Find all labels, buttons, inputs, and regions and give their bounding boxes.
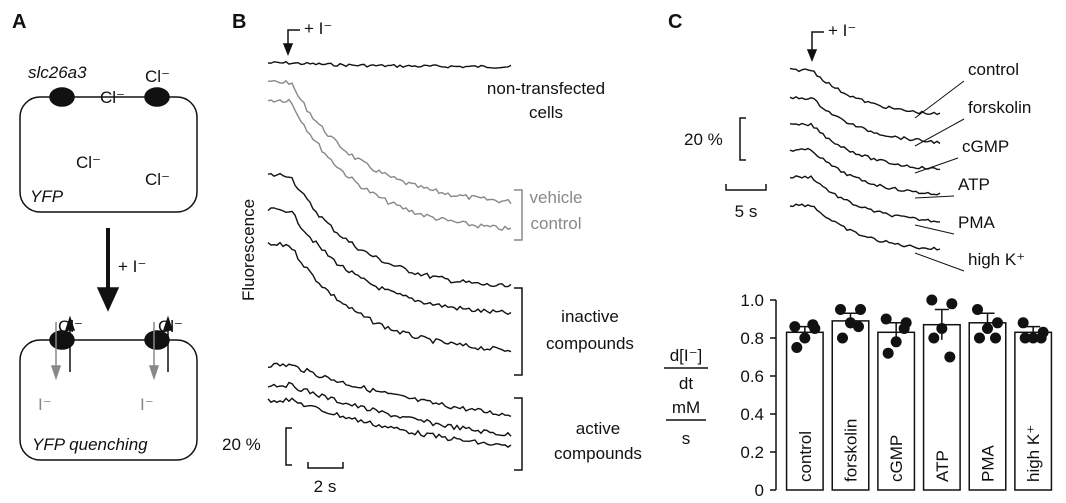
y-axis-unit: s — [682, 429, 691, 448]
traces: control forskolin cGMP ATP PMA high K⁺ — [268, 60, 1031, 447]
y-tick-label: 0 — [755, 481, 764, 498]
bar-chart: 0 0.2 0.4 0.6 0.8 1.0 d[I⁻] dt mM s control forskol… — [664, 291, 1051, 498]
leader-line — [915, 81, 964, 118]
y-tick-label: 1.0 — [740, 291, 764, 310]
ion-label: Cl⁻ — [100, 88, 125, 107]
data-point — [789, 321, 800, 332]
group-label: cells — [529, 103, 563, 122]
stimulus-label: + I⁻ — [304, 19, 332, 38]
ion-label: Cl⁻ — [76, 153, 101, 172]
panel-label: C — [668, 11, 682, 33]
scale-label: 2 s — [314, 477, 337, 496]
ion-label: I⁻ — [140, 395, 154, 414]
category-label: PMA — [979, 445, 998, 483]
trace-label: control — [968, 60, 1019, 79]
panel-label: A — [12, 11, 26, 33]
group-label: inactive — [561, 307, 619, 326]
data-point — [928, 333, 939, 344]
data-point — [835, 304, 846, 315]
data-point — [881, 314, 892, 325]
data-point — [799, 333, 810, 344]
stimulus-label: + I⁻ — [828, 21, 856, 40]
scale-label: 20 % — [684, 130, 723, 149]
data-point — [974, 333, 985, 344]
trace — [268, 174, 511, 287]
y-tick-label: 0.8 — [740, 329, 764, 348]
cell-label: YFP quenching — [32, 435, 148, 454]
category-label: cGMP — [887, 435, 906, 482]
data-point — [807, 319, 818, 330]
trace-label: high K⁺ — [968, 250, 1025, 269]
trace-label: cGMP — [962, 137, 1009, 156]
group-label: compounds — [546, 334, 634, 353]
trace — [790, 176, 940, 222]
trace — [268, 208, 511, 314]
category-label: high K⁺ — [1024, 425, 1043, 482]
data-point — [899, 323, 910, 334]
ion-label: Cl⁻ — [145, 170, 170, 189]
data-point — [972, 304, 983, 315]
trace — [790, 204, 940, 250]
trace — [790, 69, 940, 115]
ion-label: Cl⁻ — [158, 317, 183, 336]
cell-label: YFP — [30, 187, 64, 206]
trace — [268, 81, 511, 204]
y-tick-label: 0.6 — [740, 367, 764, 386]
data-point — [926, 295, 937, 306]
ion-label: Cl⁻ — [145, 67, 170, 86]
trace — [790, 97, 940, 144]
y-axis-label: Fluorescence — [239, 199, 258, 301]
y-axis-label: d[I⁻] — [670, 346, 703, 365]
category-label: forskolin — [842, 419, 861, 482]
trace — [268, 100, 511, 231]
data-point — [1018, 317, 1029, 328]
scale-label: 5 s — [735, 202, 758, 221]
data-point — [791, 342, 802, 353]
y-axis-unit: mM — [672, 398, 700, 417]
panel-label: B — [232, 11, 246, 33]
y-tick-label: 0.2 — [740, 443, 764, 462]
trace — [268, 62, 511, 68]
data-point — [936, 323, 947, 334]
ion-label: Cl⁻ — [58, 317, 83, 336]
leader-line — [915, 158, 958, 173]
scale-label: 20 % — [222, 435, 261, 454]
data-point — [883, 348, 894, 359]
step-label: + I⁻ — [118, 257, 146, 276]
leader-line — [915, 225, 954, 234]
data-point — [891, 336, 902, 347]
trace-label: PMA — [958, 213, 996, 232]
trace — [790, 124, 940, 170]
data-point — [837, 333, 848, 344]
group-label: non-transfected — [487, 79, 605, 98]
figure: A B C slc26a3 Cl⁻ Cl⁻ Cl⁻ Cl⁻ YFP + I⁻ C… — [0, 0, 1066, 498]
category-label: control — [796, 431, 815, 482]
leader-line — [915, 119, 964, 146]
data-point — [982, 323, 993, 334]
gene-label: slc26a3 — [28, 63, 87, 82]
data-point — [990, 333, 1001, 344]
category-label: ATP — [933, 450, 952, 482]
leader-line — [915, 196, 954, 198]
trace-label: forskolin — [968, 98, 1031, 117]
data-point — [992, 317, 1003, 328]
group-label: compounds — [554, 444, 642, 463]
trace — [268, 398, 511, 447]
data-point — [946, 298, 957, 309]
data-point — [853, 321, 864, 332]
ion-label: I⁻ — [38, 395, 52, 414]
y-tick-label: 0.4 — [740, 405, 764, 424]
data-point — [855, 304, 866, 315]
group-label: active — [576, 419, 620, 438]
leader-line — [915, 253, 964, 271]
data-point — [944, 352, 955, 363]
trace-label: ATP — [958, 175, 990, 194]
data-point — [1020, 333, 1031, 344]
trace — [268, 243, 511, 352]
trace — [268, 363, 511, 416]
group-label: control — [530, 214, 581, 233]
data-point — [1036, 333, 1047, 344]
group-label: vehicle — [530, 188, 583, 207]
y-axis-label: dt — [679, 374, 693, 393]
